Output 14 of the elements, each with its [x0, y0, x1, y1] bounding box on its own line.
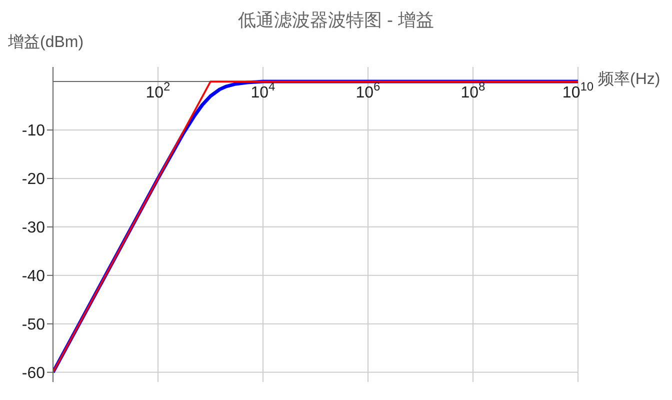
chart-title: 低通滤波器波特图 - 增益 [237, 9, 435, 32]
y-axis-title: 增益(dBm) [8, 33, 84, 53]
y-tick-label: -30 [22, 220, 46, 237]
x-tick-label: 10$^{2}$ [146, 80, 171, 102]
y-tick-label: -40 [22, 268, 46, 286]
x-tick-label: 10$^{8}$ [460, 80, 486, 102]
x-tick-label: 10$^{4}$ [250, 80, 276, 102]
x-tick-label: 10$^{6}$ [356, 80, 381, 102]
y-tick-label: -60 [22, 364, 46, 382]
y-tick-label: -50 [22, 316, 46, 334]
y-tick-label: -20 [22, 171, 46, 188]
y-tick-label: -10 [22, 122, 46, 140]
x-axis-title: 频率(Hz) [598, 70, 660, 90]
x-tick-label: 10$^{10}$ [562, 80, 594, 102]
